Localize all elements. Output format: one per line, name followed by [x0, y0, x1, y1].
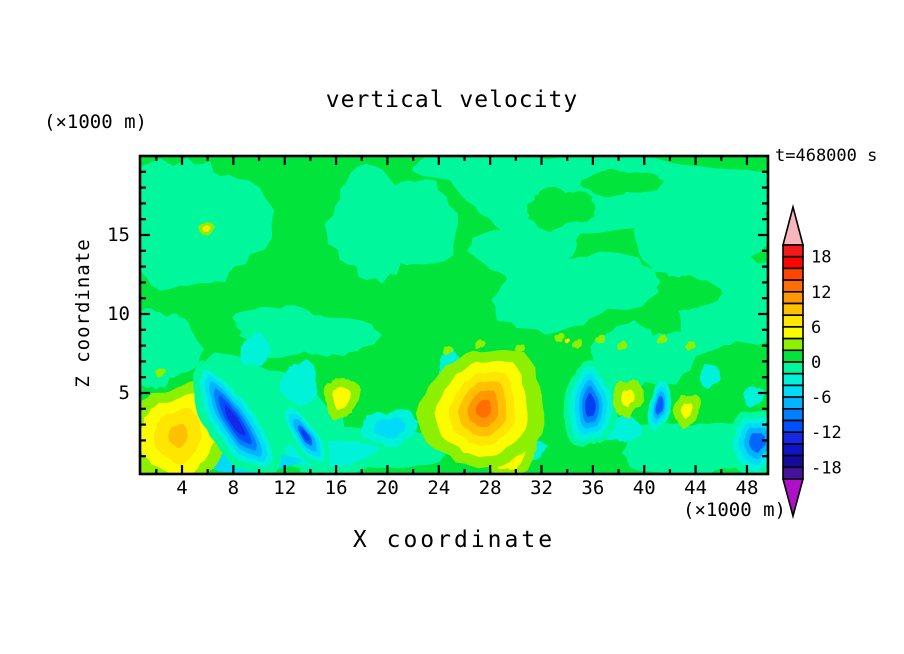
contour-patch-fleck-8	[442, 346, 454, 356]
contour-patch-turq-3	[279, 359, 318, 407]
colorbar-label-0: 0	[811, 353, 821, 373]
colorbar-label--18: -18	[811, 458, 842, 478]
contour-patch-mint-7	[232, 305, 382, 359]
contour-patch-green-hole-2	[655, 275, 723, 312]
x-axis-unit-label: (×1000 m)	[683, 499, 786, 521]
contour-patch-warm-patch-a-ring1	[332, 386, 351, 411]
colorbar-segment--12--10	[782, 419, 804, 433]
timestamp-label: t=468000 s	[775, 146, 878, 166]
colorbar-segment--4--2	[782, 372, 804, 387]
x-tick-label-40: 40	[633, 477, 656, 499]
colorbar-segment-4-6	[782, 326, 804, 340]
contour-patch-fleck-2	[572, 338, 583, 349]
colorbar-label-18: 18	[811, 248, 831, 268]
contour-patch-fleck-gold	[564, 338, 570, 344]
colorbar-segment--10--8	[782, 407, 804, 422]
contour-patch-turq-9	[699, 364, 721, 389]
contour-patch-green-hole-1	[580, 168, 664, 198]
x-tick-label-36: 36	[581, 477, 604, 499]
colorbar-segment--20--18	[782, 466, 804, 480]
colorbar-segment-2-4	[782, 337, 804, 352]
colorbar-segment--14--12	[782, 431, 804, 445]
x-tick-label-4: 4	[176, 477, 187, 499]
contour-patch-mint-14	[466, 218, 581, 283]
colorbar-segment-10-12	[782, 290, 804, 305]
colorbar-label--12: -12	[811, 423, 842, 443]
contour-patch-fleck-5	[656, 334, 668, 344]
colorbar-segment-12-14	[782, 279, 804, 293]
colorbar-segment--2-0	[782, 361, 804, 375]
colorbar-segment-16-18	[782, 255, 804, 270]
x-tick-label-12: 12	[273, 477, 296, 499]
contour-patch-turq-7	[240, 331, 272, 367]
colorbar-segment--6--4	[782, 384, 804, 398]
contour-patch-warm-patch-b-ring1	[621, 389, 635, 408]
contour-patch-warm-dot-upper-ring1	[202, 225, 211, 232]
x-axis-title: X coordinate	[352, 527, 556, 553]
x-tick-label-8: 8	[228, 477, 239, 499]
colorbar-segment-14-16	[782, 267, 804, 281]
contour-patch-mint-9	[590, 320, 698, 398]
colorbar-segment--18--16	[782, 454, 804, 469]
contour-patch-updraft-left-ring3	[168, 423, 188, 449]
x-tick-label-24: 24	[427, 477, 450, 499]
colorbar-segment-6-8	[782, 314, 804, 328]
colorbar-label-6: 6	[811, 318, 821, 338]
x-tick-label-44: 44	[684, 477, 707, 499]
contour-patch-green-hole-3	[526, 187, 596, 232]
contour-patch-mint-8	[140, 307, 204, 390]
contour-patch-fleck-1	[554, 332, 565, 343]
contour-patch-fleck-7	[475, 339, 486, 350]
axis-ticks	[140, 156, 768, 474]
contour-patch-fleck-10	[154, 368, 166, 378]
contour-patch-downdraft-2-ring5	[301, 430, 310, 442]
contour-patch-downdraft-right-ring4	[748, 433, 767, 453]
colorbar-over-arrow	[781, 203, 805, 246]
contour-patch-mint-2	[324, 163, 458, 284]
x-tick-label-16: 16	[325, 477, 348, 499]
contour-patch-turq-2-ring1	[373, 417, 406, 439]
z-tick-label-15: 15	[107, 224, 130, 246]
contour-field	[140, 156, 768, 474]
contour-patch-fleck-4	[617, 340, 628, 351]
contour-patch-downdraft-4-ring3	[655, 396, 664, 415]
z-tick-label-10: 10	[107, 303, 130, 325]
x-tick-label-32: 32	[530, 477, 553, 499]
colorbar-under-arrow	[781, 478, 805, 520]
contour-patch-mint-6	[412, 156, 554, 184]
x-tick-label-48: 48	[736, 477, 759, 499]
contour-patch-downdraft-1-ring6	[224, 405, 246, 436]
x-tick-label-20: 20	[376, 477, 399, 499]
colorbar-segment-18-20	[782, 244, 804, 258]
z-axis-unit-label: (×1000 m)	[44, 111, 147, 133]
z-tick-label-5: 5	[119, 382, 130, 404]
contour-patch-turq-10	[743, 386, 765, 408]
x-tick-label-28: 28	[479, 477, 502, 499]
colorbar-segment-8-10	[782, 302, 804, 316]
colorbar: 18 12 6 0 -6 -12 -18	[781, 203, 842, 520]
contour-patch-updraft-main-ring5	[475, 399, 492, 419]
colorbar-label--6: -6	[811, 388, 831, 408]
contour-patch-fleck-3	[594, 334, 606, 344]
colorbar-segment--8--6	[782, 396, 804, 410]
chart-title: vertical velocity	[325, 87, 579, 113]
colorbar-label-12: 12	[811, 283, 831, 303]
colorbar-segment-0-2	[782, 349, 804, 363]
contour-patch-warm-patch-c-ring1	[680, 403, 693, 419]
contour-patch-fleck-6	[685, 341, 696, 351]
contour-patch-fleck-9	[514, 344, 526, 354]
contour-patch-downdraft-3-ring5	[585, 393, 596, 417]
colorbar-segment--16--14	[782, 443, 804, 457]
contour-patch-mint-13	[633, 197, 768, 285]
